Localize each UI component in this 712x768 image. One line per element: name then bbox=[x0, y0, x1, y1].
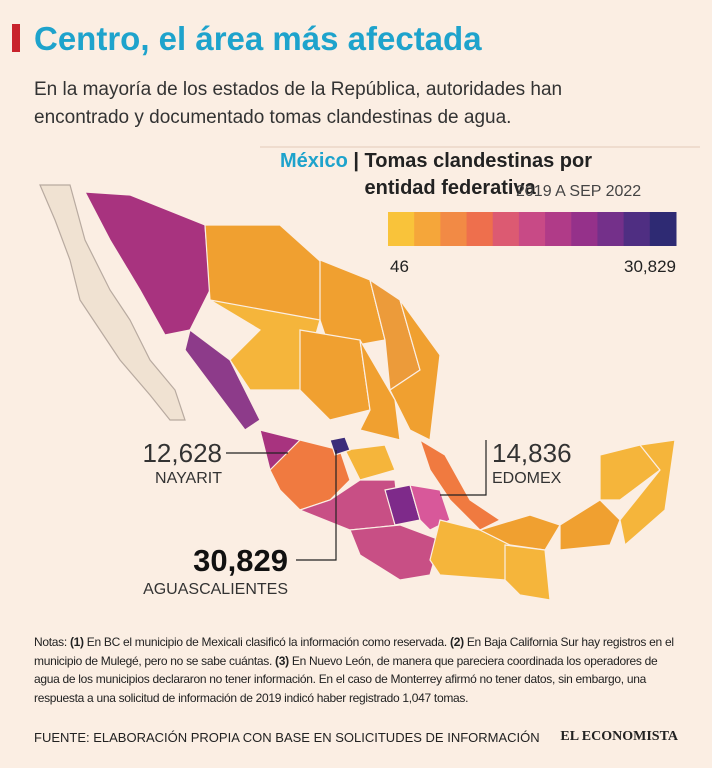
callout-state: EDOMEX bbox=[492, 470, 562, 487]
legend-swatch bbox=[623, 212, 651, 246]
map-heading: Tomas clandestinas por entidad federativ… bbox=[364, 150, 593, 199]
note-text: En BC el municipio de Mexicali clasificó… bbox=[86, 635, 448, 649]
source: FUENTE: ELABORACIÓN PROPIA CON BASE EN S… bbox=[34, 730, 540, 745]
note-text: Notas: bbox=[34, 635, 67, 649]
note-marker: (3) bbox=[275, 653, 289, 668]
callout-value: 30,829 bbox=[193, 543, 288, 578]
subtitle: En la mayoría de los estados de la Repúb… bbox=[34, 79, 563, 128]
accent-bar bbox=[12, 24, 20, 52]
callout-value: 12,628 bbox=[142, 438, 222, 468]
legend-swatch bbox=[571, 212, 598, 246]
callout-state: NAYARIT bbox=[155, 470, 222, 487]
legend-swatch bbox=[492, 212, 520, 246]
legend-swatch bbox=[649, 212, 677, 246]
legend-swatch bbox=[518, 212, 546, 246]
legend-swatch bbox=[545, 212, 572, 246]
legend-swatch bbox=[388, 212, 415, 246]
leader-lines bbox=[226, 440, 487, 561]
legend-swatch bbox=[597, 212, 625, 246]
notes: Notas: (1) En BC el municipio de Mexical… bbox=[34, 633, 684, 707]
map-title: México | Tomas clandestinas por entidad … bbox=[280, 148, 665, 202]
period: 2019 A SEP 2022 bbox=[516, 183, 642, 200]
legend-min: 46 bbox=[390, 257, 409, 276]
note-marker: (1) bbox=[69, 635, 84, 649]
country: México bbox=[280, 150, 348, 172]
callout-state: AGUASCALIENTES bbox=[143, 581, 288, 598]
legend-max: 30,829 bbox=[624, 257, 676, 276]
legend bbox=[388, 212, 677, 246]
note-text: En Nuevo León, de manera que pareciera c… bbox=[34, 653, 658, 705]
map: 46 30,829 12,628 NAYARIT 14,836 EDOMEX 3… bbox=[39, 146, 700, 601]
legend-swatch bbox=[466, 212, 494, 246]
legend-swatch bbox=[414, 212, 441, 246]
brand: EL ECONOMISTA bbox=[560, 729, 678, 744]
callout-value: 14,836 bbox=[492, 438, 572, 468]
title: Centro, el área más afectada bbox=[34, 20, 482, 57]
note-marker: (2) bbox=[450, 635, 464, 649]
states bbox=[39, 184, 676, 601]
legend-swatch bbox=[440, 212, 468, 246]
note-text: En Baja California Sur hay registros en … bbox=[34, 635, 674, 668]
